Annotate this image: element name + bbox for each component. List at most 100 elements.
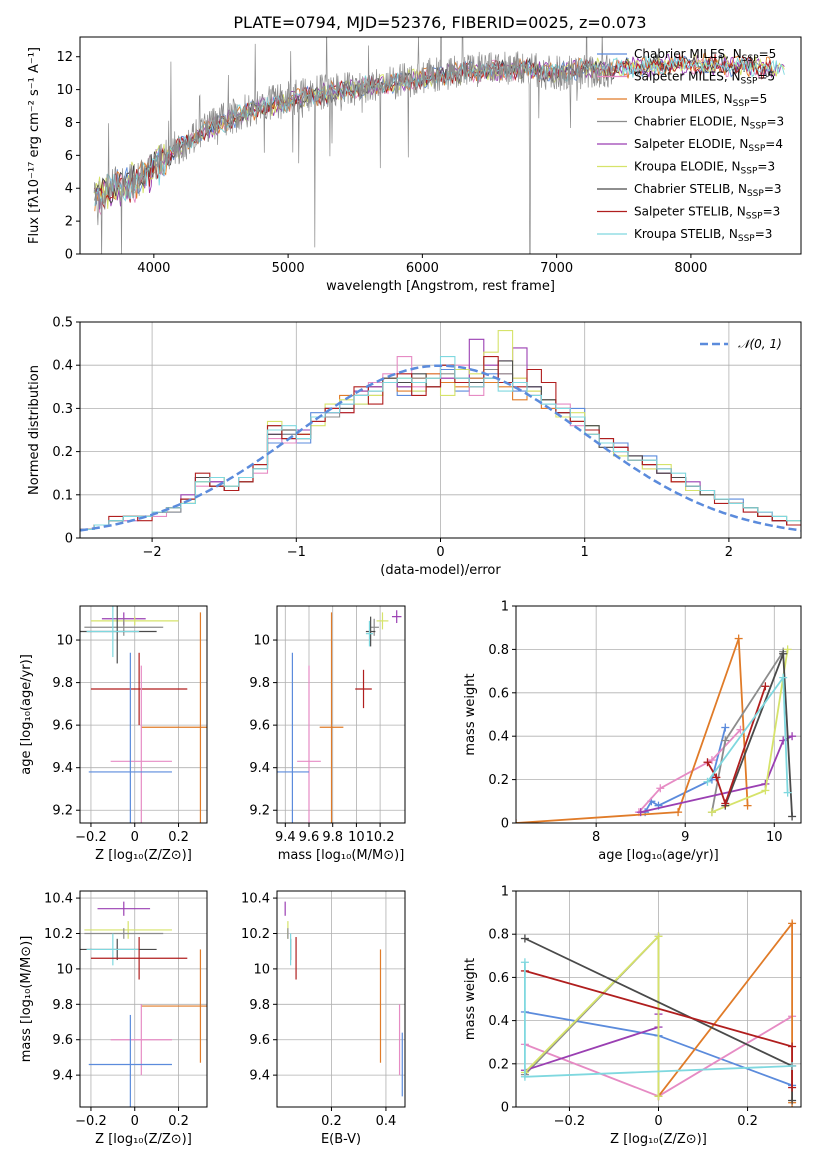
y-tick-label: 1 [501,885,509,900]
x-tick-label: 9 [681,830,689,845]
y-tick-label: 0.1 [52,488,73,503]
x-tick-label: −0.2 [554,1114,586,1129]
y-tick-label: 9.4 [52,1069,73,1084]
errorbar-kroupa_stelib [86,933,140,966]
x-axis-label: mass [log₁₀(M/M⊙)] [278,848,405,863]
x-tick-label: 0.2 [737,1114,758,1129]
x-tick-label: −0.2 [75,1114,107,1129]
panels: 4000 5000 6000 7000 8000024681012wavelength … [19,36,802,1147]
plot-area [80,901,207,1107]
observed-spectrum [93,37,614,254]
axes-frame [79,36,802,255]
y-tick-label: 9.6 [249,1033,270,1048]
errorbar-chabrier_miles [88,652,172,823]
y-tick-label: 0 [501,1101,509,1116]
y-tick-label: 0.4 [488,730,509,745]
errorbar-kroupa_elodie [84,921,172,939]
errorbar-kroupa_miles [141,612,207,823]
x-tick-label: 5000 [272,261,305,276]
legend-label-suffix: =4 [765,137,783,151]
legend-label-suffix: =3 [763,205,781,219]
y-tick-label: 9.8 [52,998,73,1013]
legend-label-main: Chabrier ELODIE, N [634,115,750,129]
legend-label-main: Kroupa STELIB, N [634,227,738,241]
axes-frame [79,890,208,1108]
axes-frame [276,890,406,1108]
y-tick-label: 9.4 [249,761,270,776]
x-axis-label: (data-model)/error [380,563,501,578]
x-tick-label: 4000 [137,261,170,276]
y-axis-label: Normed distribution [27,365,42,495]
x-tick-label: 0.2 [168,830,189,845]
errorbar-salpeter_stelib [90,652,188,726]
x-tick-label: 2 [725,545,733,560]
y-tick-label: 1 [501,600,509,615]
y-tick-label: 0 [65,248,73,263]
legend-label: Chabrier MILES, NSSP=5 [634,47,776,64]
errorbar-salpeter_miles [297,665,321,823]
errorbar-salpeter_elodie [97,901,151,916]
weight-line [706,686,767,807]
legend-entry: Kroupa STELIB, NSSP=3 [597,227,772,244]
panel-age-vs-weight: 8 9 10 0 0.2 0.4 0.6 0.8 1 age [log₁₀(age/yr)] mas… [463,600,802,863]
legend-label-suffix: =3 [764,182,782,196]
y-tick-label: 0.2 [52,445,73,460]
x-tick-label: 0 [131,1114,139,1129]
errorbar-salpeter_stelib [90,937,188,980]
y-tick-label: 0.3 [52,402,73,417]
histogram-kroupa_stelib [80,356,801,530]
x-tick-label: 0 [654,1114,662,1129]
y-tick-label: 0.4 [52,359,73,374]
errorbar-salpeter_miles [110,1004,172,1076]
legend-label-main: Chabrier MILES, N [634,47,742,61]
axes-frame [276,605,406,824]
plot-area [93,37,785,254]
panel-spectrum: 4000 5000 6000 7000 8000 0 2 4 6 8 10 12 wavelength … [27,36,802,294]
errorbar-chabrier_elodie [84,928,164,939]
plot-area [284,901,403,1097]
y-tick-label: 9.2 [52,804,73,819]
x-tick-label: 0.2 [168,1114,189,1129]
y-tick-label: 9.4 [249,1069,270,1084]
legend-label: Salpeter ELODIE, NSSP=4 [634,137,783,154]
legend-label-main: Salpeter MILES, N [634,70,741,84]
x-tick-label: 10 [766,830,783,845]
weight-series-kroupa_elodie [707,645,792,817]
legend-label-sub: SSP [747,189,764,199]
x-tick-label: 10.2 [366,830,395,845]
y-axis-label: mass weight [463,958,478,1040]
axes-frame [79,605,208,824]
y-tick-label: 4 [65,182,73,197]
errorbar-kroupa_stelib [365,620,373,647]
weight-series-kroupa_miles [516,634,752,823]
x-tick-label: 9.4 [275,830,296,845]
y-axis-label: mass [log₁₀(M/M⊙)] [19,936,34,1063]
y-tick-label: 0.5 [52,316,73,331]
legend-entry: Chabrier STELIB, NSSP=3 [597,182,782,199]
x-tick-label: 6000 [406,261,439,276]
legend-label: Kroupa STELIB, NSSP=3 [634,227,772,244]
panel-z-vs-mass: −0.2 0 0.2 9.4 9.6 9.8 10 10.2 10.4 Z [log₁₀(Z/Z⊙… [19,890,208,1147]
y-axis-label: age [log₁₀(age/yr)] [19,654,34,775]
y-tick-label: 0 [501,817,509,832]
errorbar-chabrier_miles [88,1014,172,1107]
x-tick-label: 1 [581,545,589,560]
errorbar-kroupa_miles [141,949,207,1063]
errorbar-kroupa_stelib [86,606,140,658]
errorbar-kroupa_miles [319,612,344,823]
y-tick-label: 10.4 [44,892,73,907]
legend-label-main: Salpeter ELODIE, N [634,137,748,151]
x-tick-label: 0 [436,545,444,560]
legend-label-main: Kroupa ELODIE, N [634,160,741,174]
y-tick-label: 0.8 [488,928,509,943]
legend-label-suffix: =5 [757,70,775,84]
legend-entry: Salpeter STELIB, NSSP=3 [597,205,780,222]
y-tick-label: 2 [65,215,73,230]
y-tick-label: 12 [56,50,73,65]
errorbar-kroupa_elodie [90,616,179,626]
legend-label-main: Salpeter STELIB, N [634,205,746,219]
legend-label: Salpeter STELIB, NSSP=3 [634,205,780,222]
y-tick-label: 9.2 [249,804,270,819]
legend-label: Salpeter MILES, NSSP=5 [634,70,775,87]
